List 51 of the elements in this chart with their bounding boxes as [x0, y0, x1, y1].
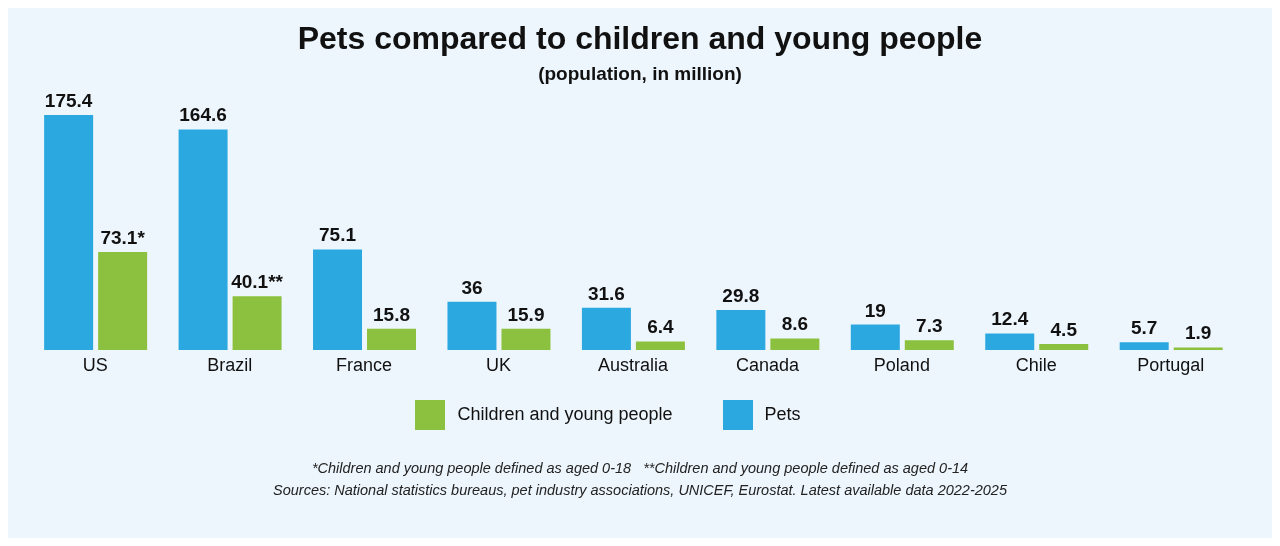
x-tick-label: France — [336, 354, 393, 375]
source-note: Sources: National statistics bureaus, pet industry associations, UNICEF, Eurostat. Latest available data 2022-2025 — [272, 481, 1008, 500]
x-tick-label: Chile — [1015, 354, 1057, 375]
bar — [178, 129, 228, 350]
legend-label: Pets — [764, 403, 801, 424]
bar — [98, 252, 148, 350]
data-label: 175.4 — [44, 90, 93, 111]
bar — [770, 338, 820, 350]
bar — [716, 310, 766, 350]
data-label: 6.4 — [647, 316, 675, 338]
bar — [850, 324, 900, 350]
bar — [1119, 342, 1169, 350]
bar — [1039, 343, 1089, 350]
bar — [232, 296, 282, 350]
data-label: 164.6 — [179, 104, 227, 126]
bar — [581, 307, 631, 350]
bar — [44, 115, 94, 350]
bar — [447, 301, 497, 350]
x-tick-label: Brazil — [207, 354, 253, 375]
x-tick-label: Australia — [597, 354, 669, 375]
x-tick-label: UK — [486, 354, 512, 375]
data-label: 40.1** — [231, 271, 284, 293]
bar — [904, 340, 954, 350]
data-label: 5.7 — [1130, 317, 1158, 339]
data-label: 8.6 — [781, 313, 809, 335]
data-label: 12.4 — [991, 308, 1029, 330]
bar — [635, 341, 685, 350]
data-label: 29.8 — [722, 285, 760, 307]
data-label: 7.3 — [916, 315, 943, 337]
bar — [313, 249, 363, 350]
data-label: 75.1 — [319, 224, 357, 246]
data-label: 15.9 — [507, 303, 545, 325]
x-tick-label: US — [82, 354, 108, 375]
data-label: 1.9 — [1184, 322, 1212, 344]
x-tick-label: Poland — [873, 354, 930, 375]
x-tick-label: Canada — [735, 354, 800, 375]
data-label: 73.1* — [100, 227, 146, 249]
data-label: 31.6 — [587, 282, 625, 304]
bar — [367, 328, 417, 350]
bar — [985, 333, 1035, 350]
text: *Children and young people defined as aged 0-18 **Children and young people defined as aged 0-14 — [310, 459, 970, 478]
bar — [501, 328, 551, 350]
bar — [1173, 347, 1223, 350]
chart-title: Pets compared to children and young people — [296, 19, 984, 57]
x-tick-label: Portugal — [1137, 354, 1205, 375]
data-label: 19 — [864, 299, 886, 321]
chart-subtitle: (population, in million) — [537, 63, 743, 85]
legend-label: Children and young people — [457, 403, 673, 424]
data-label: 36 — [461, 276, 483, 298]
data-label: 15.8 — [373, 303, 411, 325]
data-label: 4.5 — [1050, 318, 1078, 340]
